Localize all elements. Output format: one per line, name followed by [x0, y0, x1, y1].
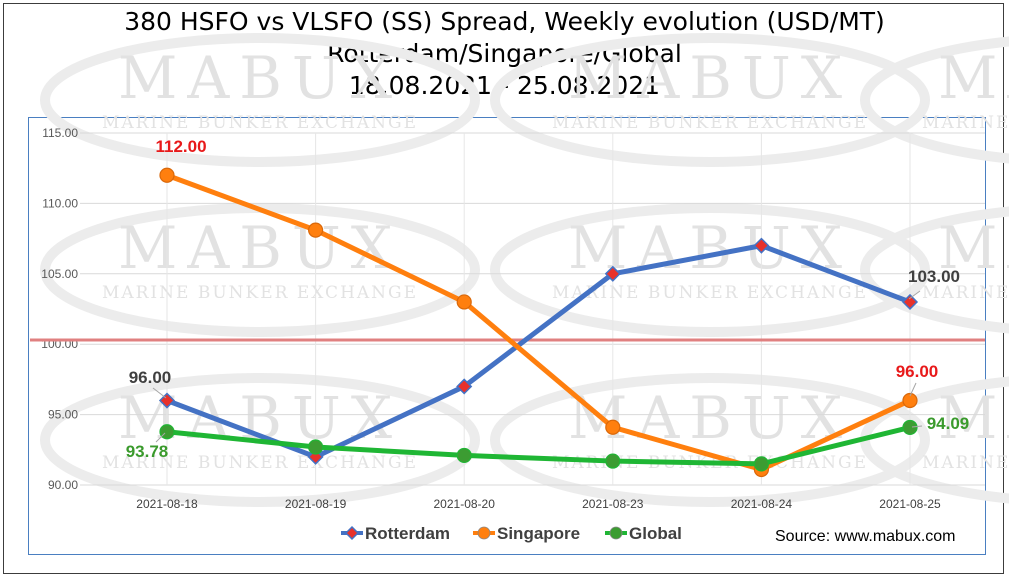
- chart-titles: 380 HSFO vs VLSFO (SS) Spread, Weekly ev…: [0, 6, 1009, 102]
- data-label-leader: [155, 432, 166, 443]
- data-label-leader: [152, 387, 167, 399]
- watermark-brand: MABUX: [118, 214, 402, 282]
- data-label: 96.00: [896, 362, 939, 381]
- watermark-tagline: MARINE BUNKER EXCHANGE: [922, 283, 1009, 303]
- global-point: [456, 447, 472, 464]
- watermark-tagline: MARINE BUNKER EXCHANGE: [922, 453, 1009, 473]
- watermark-brand: MABUX: [938, 384, 1009, 452]
- series-line-rotterdam: [164, 243, 913, 460]
- legend-label: Rotterdam: [365, 524, 450, 543]
- data-label: 112.00: [155, 137, 206, 156]
- data-label: 93.78: [126, 442, 169, 461]
- watermark-tagline: MARINE BUNKER EXCHANGE: [922, 113, 1009, 133]
- x-tick-label: 2021-08-23: [582, 497, 644, 511]
- singapore-point: [605, 419, 621, 435]
- watermark-brand: MABUX: [938, 214, 1009, 282]
- watermark-swoosh: [860, 206, 1009, 334]
- y-tick-label: 105.00: [41, 267, 78, 281]
- rotterdam-point: [901, 293, 919, 311]
- legend-label: Global: [629, 524, 682, 543]
- y-tick-label: 110.00: [42, 196, 78, 210]
- singapore-point: [308, 222, 324, 238]
- watermark-brand: MABUX: [568, 44, 852, 112]
- legend-marker: [477, 526, 491, 540]
- y-tick-label: 90.00: [48, 478, 78, 492]
- x-tick-label: 2021-08-19: [285, 497, 347, 511]
- watermark-brand: MABUX: [568, 384, 852, 452]
- data-label-leader: [908, 290, 921, 300]
- watermark-swoosh: [40, 33, 480, 167]
- watermark-tagline: MARINE BUNKER EXCHANGE: [102, 453, 418, 473]
- legend-marker: [344, 525, 360, 541]
- data-label-leader: [909, 382, 917, 397]
- y-tick-label: 95.00: [48, 408, 78, 422]
- legend-marker: [609, 526, 623, 540]
- watermark-tagline: MARINE BUNKER EXCHANGE: [552, 283, 868, 303]
- x-tick-label: 2021-08-24: [731, 497, 793, 511]
- source-note: Source: www.mabux.com: [775, 528, 956, 545]
- watermark-brand: MABUX: [938, 44, 1009, 112]
- x-tick-label: 2021-08-18: [136, 497, 198, 511]
- series-line-global: [164, 424, 913, 467]
- data-label: 103.00: [908, 267, 960, 286]
- chart-title: 380 HSFO vs VLSFO (SS) Spread, Weekly ev…: [124, 7, 885, 36]
- global-point: [605, 453, 621, 469]
- x-tick-label: 2021-08-25: [879, 497, 941, 511]
- x-tick-label: 2021-08-20: [434, 497, 496, 511]
- data-label: 96.00: [129, 368, 172, 387]
- watermark-swoosh: [490, 203, 930, 337]
- watermark-swoosh: [40, 373, 480, 507]
- global-point: [753, 456, 770, 472]
- global-point: [308, 439, 324, 455]
- watermark-brand: MABUX: [118, 44, 402, 112]
- global-point: [159, 424, 175, 440]
- rotterdam-point: [753, 237, 770, 254]
- global-point: [902, 419, 918, 436]
- rotterdam-point: [158, 392, 176, 409]
- singapore-point: [902, 392, 918, 409]
- y-tick-label: 115.00: [42, 126, 78, 140]
- watermark-tagline: MARINE BUNKER EXCHANGE: [102, 283, 418, 303]
- rotterdam-point: [604, 265, 621, 282]
- singapore-point: [456, 294, 472, 310]
- watermark-swoosh: [490, 33, 930, 167]
- legend-label: Singapore: [497, 524, 580, 543]
- singapore-point: [159, 167, 175, 183]
- watermark-swoosh: [490, 373, 930, 507]
- watermark-tagline: MARINE BUNKER EXCHANGE: [552, 113, 868, 133]
- watermark-tagline: MARINE BUNKER EXCHANGE: [102, 113, 418, 133]
- rotterdam-point: [456, 378, 473, 395]
- watermark-swoosh: [860, 36, 1009, 164]
- data-label: 94.09: [927, 414, 970, 433]
- data-label-leader: [911, 425, 923, 428]
